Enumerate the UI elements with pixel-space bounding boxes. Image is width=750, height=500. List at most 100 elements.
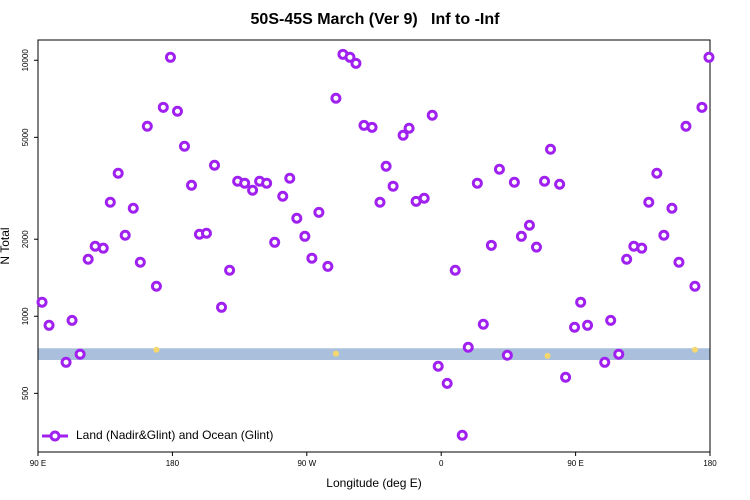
point (150, 280, 162, 292)
point (636, 242, 648, 254)
point (141, 120, 153, 132)
point (426, 109, 438, 121)
point (66, 314, 78, 326)
point (545, 143, 557, 155)
point (344, 51, 356, 63)
point (689, 280, 701, 292)
point (60, 356, 72, 368)
point (613, 348, 625, 360)
point (462, 341, 474, 353)
point (171, 105, 183, 117)
point (153, 346, 160, 353)
point (403, 122, 415, 134)
point (119, 229, 131, 241)
point (530, 241, 542, 253)
x-axis-title: Longitude (deg E) (326, 476, 421, 490)
point (441, 377, 453, 389)
point (313, 206, 325, 218)
point (82, 253, 94, 265)
y-axis-title: N Total (0, 227, 12, 264)
point (569, 321, 581, 333)
point (605, 314, 617, 326)
plot-frame (37, 39, 711, 453)
point (97, 242, 109, 254)
y-tick-label: 5000 (21, 128, 30, 146)
point (560, 371, 572, 383)
point (515, 230, 527, 242)
point (523, 219, 535, 231)
point (43, 319, 55, 331)
point (157, 101, 169, 113)
x-tick-label: 90 E (567, 459, 583, 468)
point (471, 177, 483, 189)
point (680, 120, 692, 132)
point (277, 190, 289, 202)
point (380, 160, 392, 172)
point (330, 92, 342, 104)
point (621, 253, 633, 265)
point (291, 212, 303, 224)
point (366, 121, 378, 133)
point (599, 356, 611, 368)
point (397, 129, 409, 141)
point (200, 227, 212, 239)
point (350, 57, 362, 69)
point (127, 202, 139, 214)
point (501, 349, 513, 361)
point (332, 350, 339, 357)
point (247, 184, 259, 196)
point (74, 348, 86, 360)
point (284, 172, 296, 184)
y-tick-label: 1000 (21, 307, 30, 325)
band (38, 348, 710, 360)
point (696, 101, 708, 113)
point (432, 360, 444, 372)
point (261, 177, 273, 189)
point (112, 167, 124, 179)
point (539, 175, 551, 187)
x-tick-label: 90 W (297, 459, 316, 468)
point (582, 319, 594, 331)
point (269, 236, 281, 248)
chart-title: 50S-45S March (Ver 9) Inf to -Inf (251, 11, 501, 28)
y-tick-label: 500 (21, 386, 30, 400)
point (299, 230, 311, 242)
point (643, 196, 655, 208)
point (374, 196, 386, 208)
point (703, 51, 715, 63)
point (178, 140, 190, 152)
point (493, 163, 505, 175)
x-tick-label: 180 (166, 459, 180, 468)
point (691, 346, 698, 353)
point (666, 202, 678, 214)
legend-marker (49, 430, 61, 442)
x-tick-label: 90 E (30, 459, 46, 468)
y-tick-label: 10000 (21, 49, 30, 72)
point (477, 318, 489, 330)
point (216, 301, 228, 313)
point (104, 196, 116, 208)
y-tick-label: 2000 (21, 230, 30, 248)
point (387, 180, 399, 192)
point (239, 177, 251, 189)
point (418, 192, 430, 204)
x-tick-label: 0 (439, 459, 444, 468)
point (36, 296, 48, 308)
point (224, 264, 236, 276)
point (485, 239, 497, 251)
point (673, 256, 685, 268)
point (449, 264, 461, 276)
point (164, 51, 176, 63)
legend-label: Land (Nadir&Glint) and Ocean (Glint) (76, 428, 273, 442)
point (544, 352, 551, 359)
point (508, 176, 520, 188)
point (186, 179, 198, 191)
x-tick-label: 180 (703, 459, 717, 468)
point (456, 429, 468, 441)
point (575, 296, 587, 308)
point (209, 159, 221, 171)
point (651, 167, 663, 179)
point (134, 256, 146, 268)
point (322, 260, 334, 272)
